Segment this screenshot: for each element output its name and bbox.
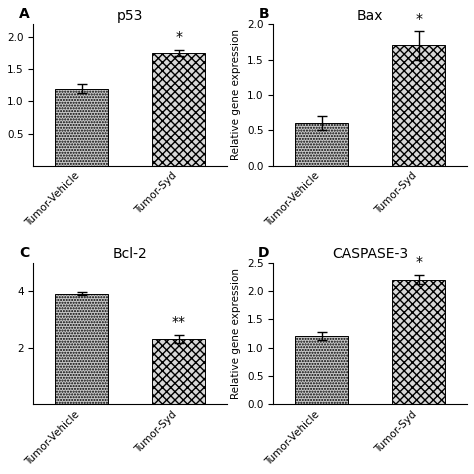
Title: p53: p53 bbox=[117, 9, 144, 23]
Bar bbox=[295, 123, 348, 166]
Bar bbox=[392, 280, 445, 404]
Bar bbox=[152, 339, 205, 404]
Bar bbox=[392, 46, 445, 166]
Text: B: B bbox=[259, 8, 269, 21]
Title: Bax: Bax bbox=[357, 9, 383, 23]
Text: C: C bbox=[19, 246, 29, 260]
Text: *: * bbox=[415, 12, 422, 26]
Y-axis label: Relative gene expression: Relative gene expression bbox=[231, 268, 241, 399]
Text: A: A bbox=[18, 8, 29, 21]
Bar bbox=[55, 89, 109, 166]
Bar bbox=[152, 53, 205, 166]
Bar bbox=[55, 294, 109, 404]
Text: *: * bbox=[175, 30, 182, 45]
Bar bbox=[295, 336, 348, 404]
Y-axis label: Relative gene expression: Relative gene expression bbox=[231, 29, 241, 161]
Title: Bcl-2: Bcl-2 bbox=[113, 247, 147, 262]
Text: *: * bbox=[415, 255, 422, 269]
Title: CASPASE-3: CASPASE-3 bbox=[332, 247, 408, 262]
Text: D: D bbox=[258, 246, 269, 260]
Text: **: ** bbox=[172, 315, 186, 329]
